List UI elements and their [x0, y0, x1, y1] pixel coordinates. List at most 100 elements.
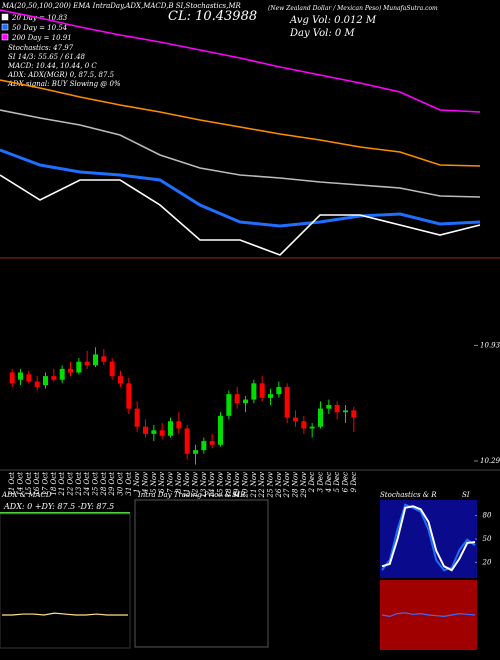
series-line — [0, 109, 481, 198]
y-tick-label: 20 — [482, 558, 492, 566]
close-value: CL: 10.43988 — [168, 9, 257, 24]
indicators: MA(20,50,100,200) EMA IntraDay,ADX,MACD,… — [1, 2, 241, 10]
candle-body — [251, 383, 257, 400]
x-tick-label: 23 Oct — [75, 472, 83, 497]
candle-body — [234, 394, 240, 404]
series-line — [0, 9, 481, 113]
candle-body — [134, 408, 140, 427]
candle-body — [18, 372, 23, 380]
info-line: ADX: ADX(MGR) 0, 87.5, 87.5 — [7, 71, 115, 79]
series-line — [0, 79, 481, 167]
y-tick-label: 50 — [483, 535, 492, 543]
x-tick-label: 28 Nov — [292, 472, 300, 498]
x-tick-label: 20 Nov — [242, 472, 250, 498]
y-tick-label: 10.93 — [480, 341, 500, 349]
candle-body — [326, 405, 332, 409]
candle-body — [34, 381, 40, 387]
x-tick-label: 6 Dec — [342, 472, 350, 492]
candle-body — [293, 417, 298, 422]
candle-body — [159, 430, 165, 436]
candle-body — [59, 368, 65, 380]
candle-body — [209, 441, 215, 445]
x-tick-label: 17 Oct — [42, 472, 50, 496]
x-tick-label: 12 Nov — [192, 472, 200, 497]
info-line: MACD: 10.44, 10.44, 0 C — [7, 62, 97, 70]
candle-body — [301, 421, 307, 429]
x-tick-label: 8 Nov — [175, 472, 183, 493]
x-tick-label: 18 Oct — [50, 472, 58, 496]
candle-body — [76, 361, 82, 373]
x-tick-label: 11 Nov — [183, 472, 191, 497]
series-line — [2, 612, 128, 616]
x-tick-label: 25 Nov — [267, 472, 275, 498]
candle-body — [84, 361, 90, 366]
x-tick-label: 21 Nov — [250, 472, 258, 498]
x-tick-label: 15 Nov — [217, 472, 225, 497]
x-tick-label: 28 Oct — [100, 472, 108, 497]
x-tick-label: 18 Nov — [225, 472, 233, 497]
candle-body — [68, 368, 73, 373]
x-tick-label: 29 Oct — [108, 472, 116, 497]
candle-body — [243, 399, 248, 404]
stoch-sub: SI — [462, 491, 470, 499]
pair: (New Zealand Dollar / Mexican Peso) Muna… — [268, 5, 438, 12]
candle-body — [126, 383, 132, 409]
y-tick-label: 80 — [483, 512, 492, 520]
adx-values: ADX: 0 +DY: 87.5 -DY: 87.5 — [3, 502, 114, 511]
candle-body — [268, 394, 273, 398]
x-tick-label: 27 Nov — [283, 472, 291, 498]
x-tick-label: 16 Oct — [33, 472, 41, 496]
info-line: ADX signal: BUY Slowing @ 0% — [7, 80, 121, 88]
info-line: SI 14/3: 55.65 / 61.48 — [8, 53, 86, 61]
x-tick-label: 5 Nov — [150, 472, 158, 493]
legend-text: 50 Day = 10.54 — [12, 24, 67, 32]
x-tick-label: 7 Nov — [167, 472, 175, 493]
x-tick-label: 1 Nov — [133, 472, 141, 493]
candle-body — [184, 428, 190, 454]
x-tick-label: 14 Oct — [17, 472, 25, 496]
x-tick-label: 3 Dec — [317, 472, 325, 492]
series-line — [0, 174, 481, 256]
x-tick-label: 14 Nov — [208, 472, 216, 497]
x-tick-label: 26 Nov — [275, 472, 283, 498]
y-tick-label: 10.29 — [480, 457, 500, 465]
x-tick-label: 31 Oct — [125, 472, 133, 496]
candle-body — [151, 430, 157, 434]
candle-body — [334, 405, 340, 413]
x-tick-label: 13 Nov — [200, 472, 208, 497]
stoch-bg — [380, 500, 477, 578]
x-tick-label: 29 Nov — [300, 472, 308, 498]
x-tick-label: 6 Nov — [158, 472, 166, 493]
series-line — [381, 503, 476, 572]
candle-body — [101, 356, 107, 362]
legend-swatch — [1, 13, 9, 21]
intraday-sub: SI — [232, 491, 240, 499]
candle-body — [351, 410, 357, 418]
candle-body — [26, 374, 32, 382]
legend-text: 200 Day = 10.91 — [11, 34, 72, 42]
candle-body — [176, 421, 182, 429]
candle-body — [218, 415, 223, 445]
x-tick-label: 22 Nov — [258, 472, 266, 498]
legend-swatch — [1, 33, 9, 41]
candle-body — [309, 426, 315, 429]
x-tick-label: 2 Dec — [308, 472, 316, 493]
x-tick-label: 19 Nov — [233, 472, 241, 497]
stoch-title: Stochastics & R — [380, 491, 437, 499]
x-tick-label: 30 Oct — [117, 472, 125, 496]
x-tick-label: 25 Oct — [92, 472, 100, 497]
candle-body — [118, 376, 123, 384]
x-tick-label: 4 Nov — [142, 472, 150, 494]
intraday-frame — [134, 499, 269, 648]
candle-body — [276, 386, 282, 395]
day-vol: Day Vol: 0 M — [289, 28, 355, 39]
candle-body — [51, 376, 57, 380]
candle-body — [9, 372, 15, 384]
candle-body — [284, 386, 290, 418]
candle-body — [168, 421, 173, 436]
series-line — [381, 612, 476, 618]
candle-body — [201, 441, 207, 451]
intraday-title: Intra Day Trading Price & MR — [137, 491, 246, 499]
x-tick-label: 24 Oct — [83, 472, 91, 497]
